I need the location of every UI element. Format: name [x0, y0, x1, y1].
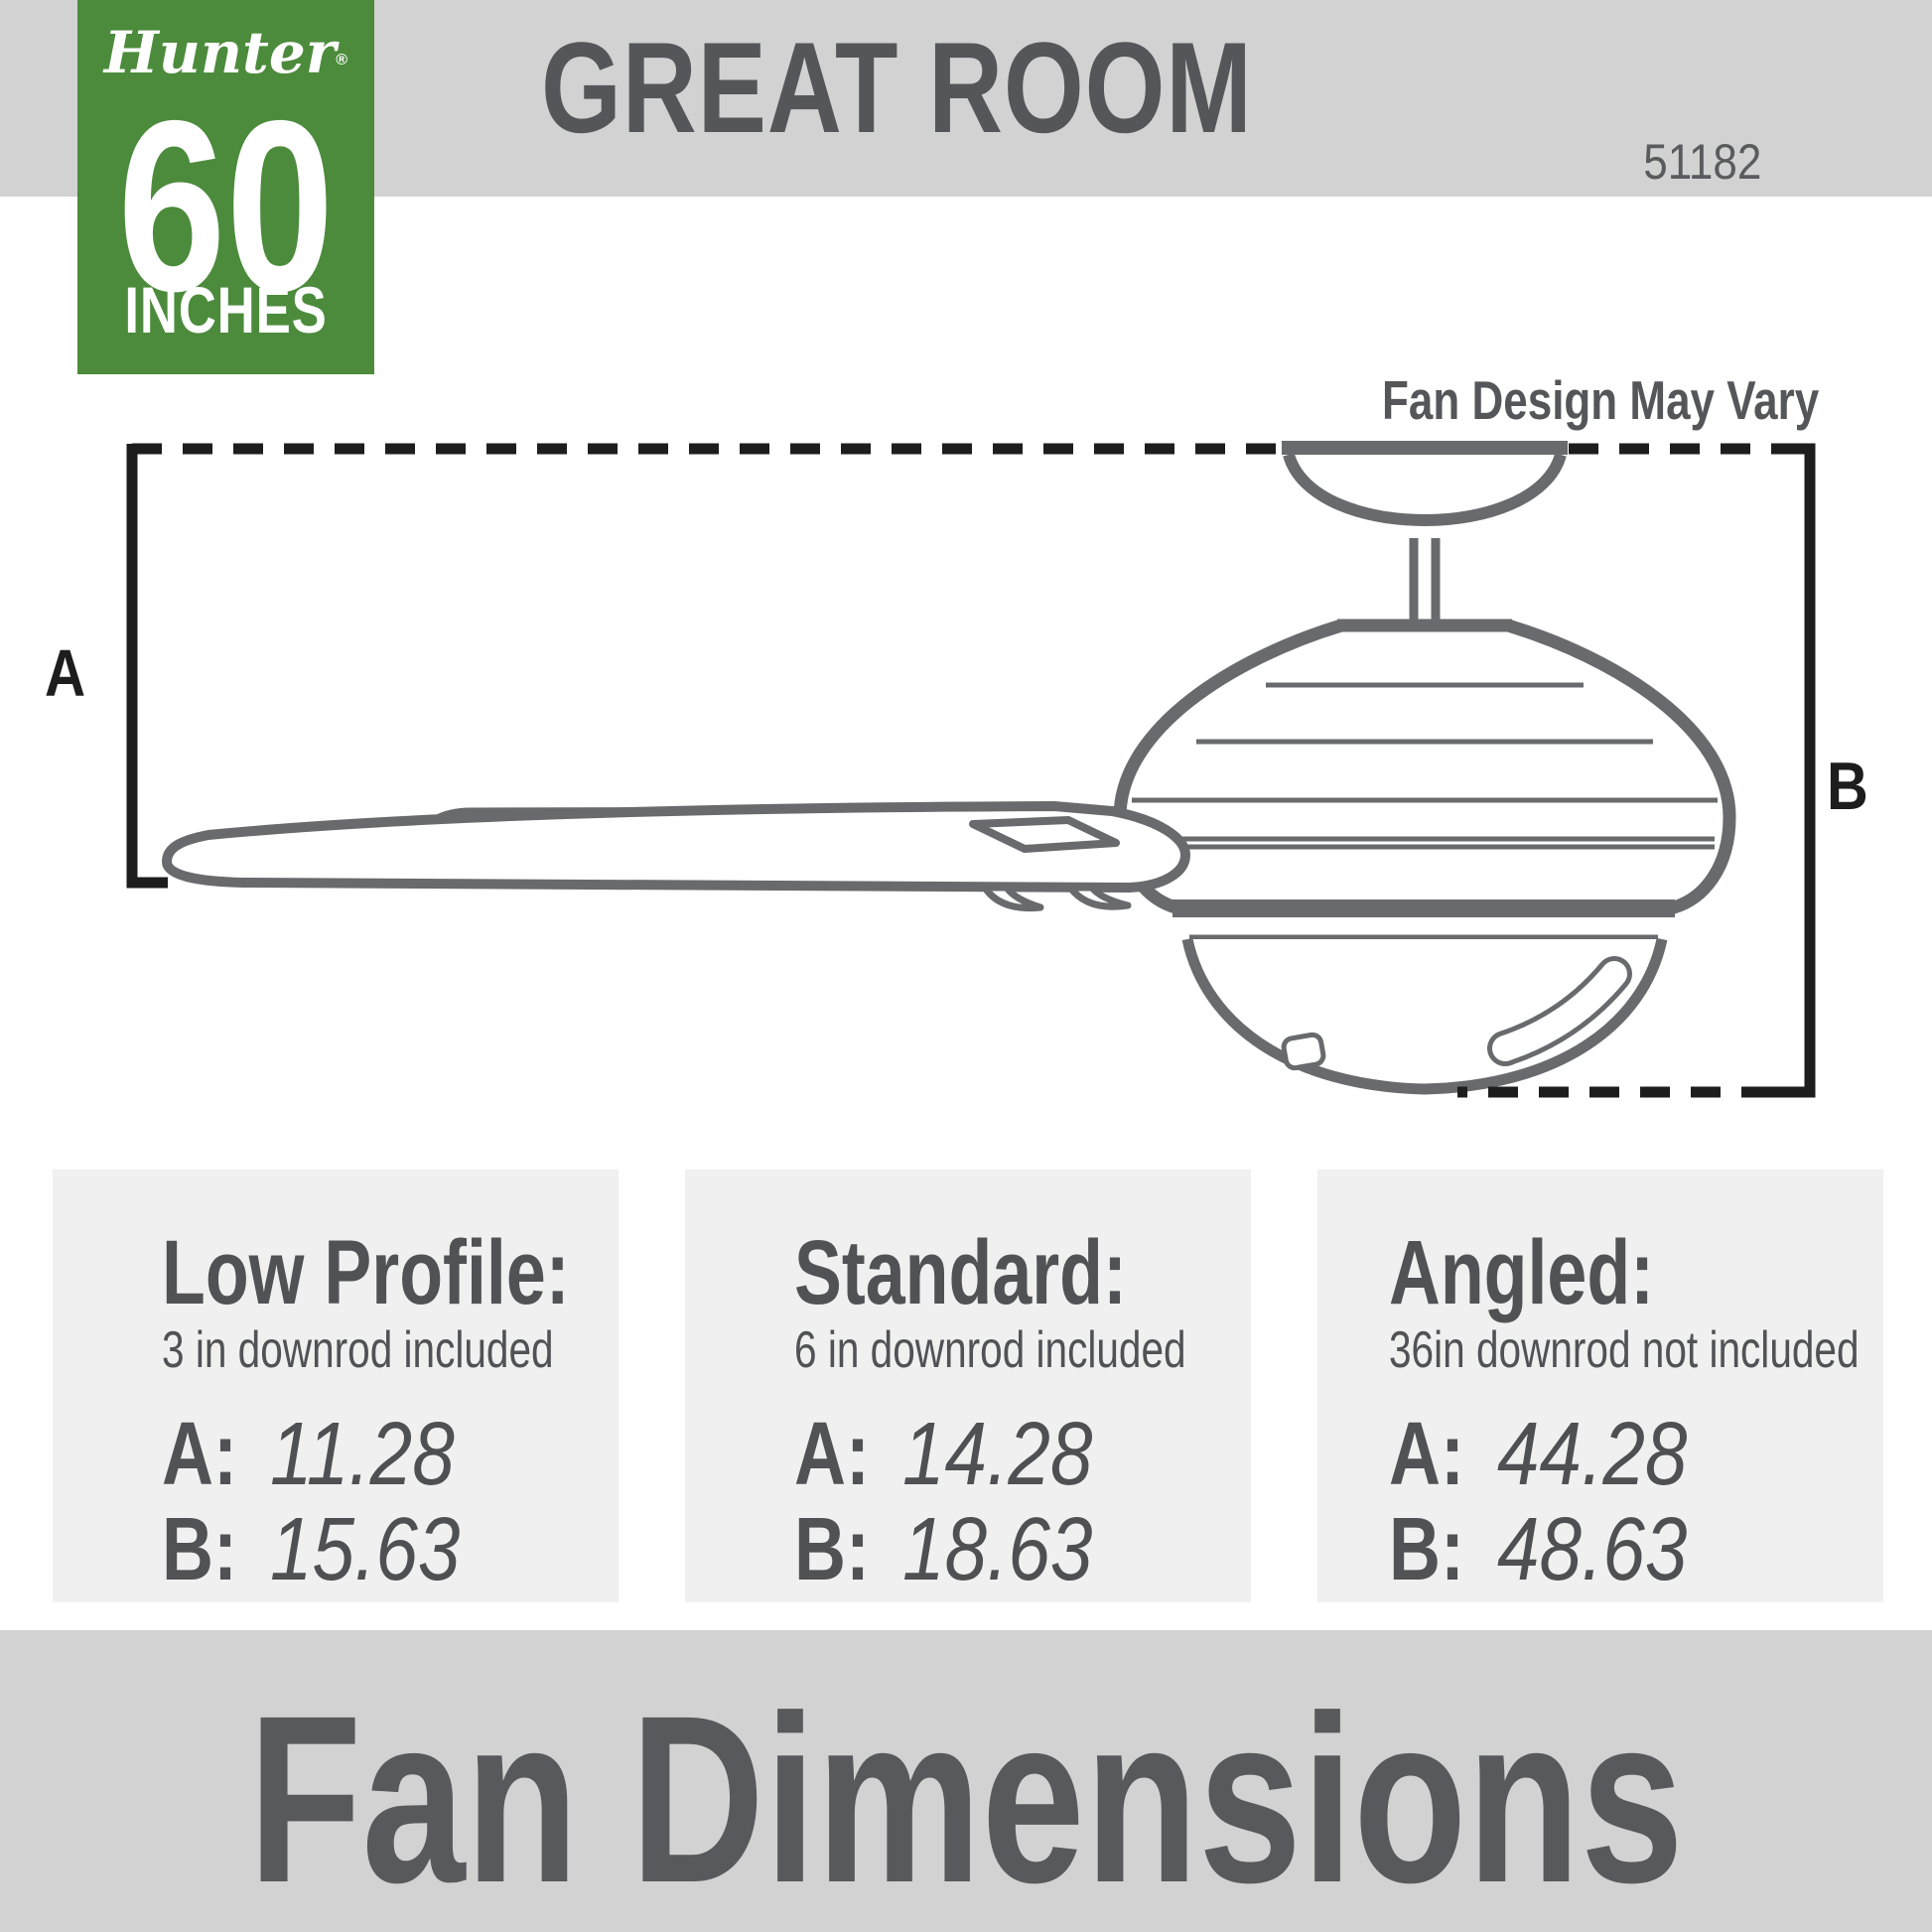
footer-title: Fan Dimensions	[248, 1666, 1684, 1932]
spec-row-b: B: 18.63	[794, 1505, 1251, 1594]
spec-subtitle: 6 in downrod included	[794, 1321, 1186, 1379]
spec-row-b: B: 15.63	[162, 1505, 619, 1594]
bracket-b	[1771, 443, 1816, 1098]
fan-front-blade	[162, 801, 1190, 912]
spec-a-label: A:	[794, 1405, 870, 1504]
fan-light-kit	[1181, 937, 1668, 1095]
bracket-a	[126, 444, 168, 889]
spec-b-value: 15.63	[269, 1500, 461, 1599]
brand-logo: Hunter®	[77, 24, 374, 81]
spec-row-a: A: 14.28	[794, 1410, 1251, 1499]
spec-card-angled: Angled: 36in downrod not included A: 44.2…	[1317, 1170, 1883, 1602]
spec-a-label: A:	[1389, 1405, 1464, 1504]
dimension-brackets	[126, 443, 1816, 1098]
spec-title: Low Profile:	[162, 1222, 570, 1323]
spec-b-value: 48.63	[1496, 1500, 1688, 1599]
spec-row-a: A: 44.28	[1389, 1410, 1883, 1499]
spec-title: Standard:	[794, 1222, 1127, 1323]
page-title: GREAT ROOM	[541, 15, 1253, 160]
spec-a-label: A:	[162, 1405, 237, 1504]
spec-b-value: 18.63	[901, 1500, 1093, 1599]
spec-row-b: B: 48.63	[1389, 1505, 1883, 1594]
brand-name: Hunter	[103, 19, 337, 86]
spec-card-low-profile: Low Profile: 3 in downrod included A: 11.…	[53, 1170, 619, 1602]
dimension-label-a: A	[45, 636, 86, 711]
spec-b-label: B:	[1389, 1500, 1464, 1599]
spec-b-label: B:	[794, 1500, 870, 1599]
spec-subtitle: 3 in downrod included	[162, 1321, 554, 1379]
spec-a-value: 44.28	[1496, 1405, 1688, 1504]
dimension-label-b: B	[1827, 749, 1868, 824]
size-badge: Hunter® 60 INCHES	[77, 0, 374, 374]
spec-row-a: A: 11.28	[162, 1410, 619, 1499]
registered-mark: ®	[336, 52, 348, 69]
spec-b-label: B:	[162, 1500, 237, 1599]
badge-size-unit: INCHES	[124, 273, 328, 346]
fan-canopy-downrod	[1282, 441, 1568, 625]
model-number: 51182	[1642, 134, 1761, 190]
spec-card-standard: Standard: 6 in downrod included A: 14.28 …	[685, 1170, 1251, 1602]
badge-size-value: 60	[117, 69, 335, 342]
fan-motor-housing	[1113, 619, 1736, 940]
fan-design-note: Fan Design May Vary	[1381, 369, 1819, 431]
spec-title: Angled:	[1389, 1222, 1655, 1323]
spec-a-value: 14.28	[901, 1405, 1093, 1504]
footer-band	[0, 1630, 1932, 1932]
spec-a-value: 11.28	[269, 1405, 455, 1504]
spec-subtitle: 36in downrod not included	[1389, 1321, 1860, 1379]
